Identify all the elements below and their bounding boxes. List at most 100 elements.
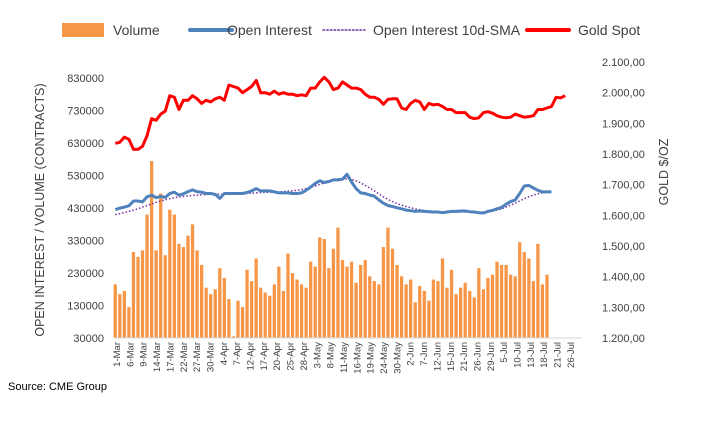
legend-swatch-volume	[62, 23, 104, 37]
x-tick-label: 11-May	[339, 342, 350, 373]
volume-bar	[136, 256, 140, 338]
volume-bar	[172, 214, 176, 338]
volume-bar	[445, 287, 449, 338]
x-tick-label: 8-May	[326, 342, 337, 369]
volume-bar	[513, 276, 517, 338]
left-tick-label: 230000	[67, 268, 104, 280]
right-y-axis: 1.200,00 1.300,00 1.400,00 1.500,00 1.600,00…	[602, 57, 645, 345]
volume-bar	[145, 214, 149, 338]
x-tick-label: 22-Mar	[179, 342, 190, 372]
x-axis: 1-Mar 6-Mar 9-Mar 14-Mar 17-Mar 22-Mar 27-Mar 3…	[112, 337, 582, 374]
volume-bar	[190, 224, 195, 338]
volume-bar	[254, 258, 258, 338]
volume-bar	[354, 282, 358, 338]
left-tick-label: 130000	[67, 301, 104, 313]
right-axis-title: GOLD $/OZ	[657, 138, 671, 205]
volume-bar	[236, 300, 240, 338]
right-tick-label: 1.900,00	[602, 118, 645, 130]
volume-bar	[477, 268, 481, 338]
source-note: Source: CME Group	[8, 381, 108, 393]
volume-bars	[113, 161, 549, 338]
volume-bar	[118, 294, 122, 338]
left-tick-label: 30000	[73, 333, 104, 345]
volume-bar	[245, 269, 249, 338]
volume-bar	[499, 264, 504, 338]
left-tick-label: 530000	[67, 171, 104, 183]
volume-bar	[340, 260, 345, 338]
volume-bar	[372, 281, 376, 338]
x-tick-label: 12-Apr	[246, 342, 257, 371]
volume-bar	[463, 282, 467, 338]
volume-bar	[131, 251, 136, 338]
left-y-axis: 30000 130000 230000 330000 430000 530000 63000…	[67, 73, 104, 345]
left-tick-label: 430000	[67, 203, 104, 215]
volume-bar	[399, 276, 404, 338]
volume-bar	[222, 277, 226, 338]
volume-bar	[286, 253, 290, 338]
volume-bar	[259, 287, 263, 338]
x-tick-label: 13-Jul	[526, 342, 537, 368]
volume-bar	[113, 284, 117, 338]
series-lines	[114, 75, 566, 216]
volume-bar	[290, 273, 295, 338]
volume-bar	[472, 297, 476, 338]
volume-bar	[149, 161, 154, 338]
x-tick-label: 20-Apr	[272, 342, 283, 371]
volume-bar	[527, 258, 531, 338]
volume-bar	[322, 238, 326, 338]
right-tick-label: 2.100,00	[602, 57, 645, 69]
volume-bar	[454, 294, 458, 338]
volume-bar	[495, 261, 499, 338]
x-tick-label: 25-Apr	[286, 342, 297, 371]
volume-bar	[313, 266, 317, 338]
volume-bar	[413, 302, 417, 338]
volume-bar	[277, 266, 281, 338]
volume-bar	[122, 290, 126, 338]
volume-bar	[345, 266, 349, 338]
volume-bar	[386, 227, 390, 338]
x-tick-label: 30-May	[392, 342, 403, 374]
gold-spot-line	[114, 75, 566, 151]
x-tick-label: 1-Mar	[112, 342, 123, 367]
right-tick-label: 2.000,00	[602, 88, 645, 100]
x-tick-label: 26-Jun	[472, 342, 483, 371]
volume-bar	[272, 284, 276, 338]
x-tick-label: 21-Jul	[553, 342, 564, 368]
x-tick-label: 14-Mar	[152, 342, 163, 372]
volume-bar	[509, 274, 513, 338]
volume-bar	[504, 264, 508, 338]
volume-bar	[318, 237, 322, 338]
volume-bar	[377, 284, 381, 338]
volume-bar	[368, 276, 372, 338]
x-tick-label: 27-Mar	[192, 342, 203, 372]
x-tick-label: 17-Mar	[165, 342, 176, 372]
volume-bar	[518, 242, 522, 338]
volume-bar	[231, 336, 236, 338]
volume-bar	[336, 227, 340, 338]
volume-bar	[481, 289, 486, 338]
volume-bar	[363, 260, 367, 338]
volume-bar	[127, 307, 131, 338]
x-tick-label: 15-Jun	[446, 342, 457, 371]
volume-bar	[154, 250, 158, 338]
volume-bar	[159, 193, 163, 338]
volume-bar	[418, 286, 422, 338]
volume-bar	[186, 235, 190, 338]
x-tick-label: 16-May	[352, 342, 363, 374]
x-tick-label: 24-May	[379, 342, 390, 374]
volume-bar	[240, 307, 245, 338]
left-tick-label: 330000	[67, 236, 104, 248]
x-tick-label: 26-Jul	[566, 342, 577, 368]
open-interest-sma-line	[115, 177, 552, 216]
volume-bar	[459, 287, 463, 338]
volume-bar	[490, 274, 495, 338]
volume-bar	[199, 264, 204, 338]
right-tick-label: 1.700,00	[602, 180, 645, 192]
volume-bar	[422, 290, 426, 338]
volume-bar	[540, 284, 545, 338]
x-tick-label: 6-Mar	[125, 342, 136, 367]
volume-bar	[327, 268, 331, 338]
x-tick-label: 4-Apr	[219, 342, 230, 365]
right-tick-label: 1.600,00	[602, 210, 645, 222]
